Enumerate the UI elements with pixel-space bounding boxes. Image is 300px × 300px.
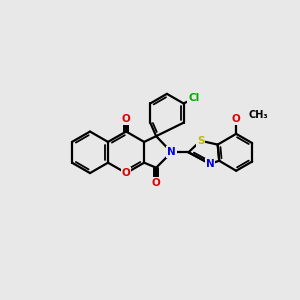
Text: N: N <box>206 159 214 169</box>
Text: CH₃: CH₃ <box>248 110 268 120</box>
Text: O: O <box>122 114 130 124</box>
Text: O: O <box>122 168 130 178</box>
Text: S: S <box>197 136 205 146</box>
Text: O: O <box>152 178 161 188</box>
Text: Cl: Cl <box>188 94 200 103</box>
Text: N: N <box>167 147 176 157</box>
Text: O: O <box>232 114 241 124</box>
